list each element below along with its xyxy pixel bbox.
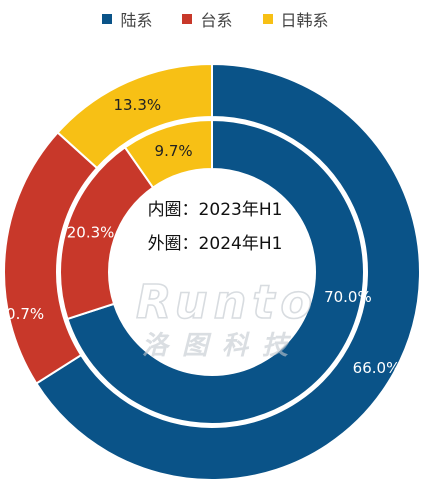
legend-swatch-lu [102,14,113,24]
legend-swatch-tai [182,14,193,24]
center-label-inner: 内圈：2023年H1 [148,200,283,220]
inner-ring-slice-lu [66,118,365,425]
inner-ring-slice-rihan [123,118,213,189]
outer-ring-slice-rihan [56,62,213,170]
outer-ring-label-rihan: 13.3% [113,96,161,114]
legend-label-rihan: 日韩系 [280,11,329,30]
donut-slices [3,62,421,481]
runto-watermark: Runto 洛图科技 [135,274,318,361]
watermark-cjk: 洛图科技 [142,331,302,361]
donut-labels: 70.0% 20.3% 9.7% 66.0% 20.7% 13.3% [0,96,400,377]
legend-item-lu: 陆系 [102,7,152,31]
inner-ring-label-rihan: 9.7% [155,142,193,160]
outer-ring-label-tai: 20.7% [0,305,44,323]
inner-ring-label-tai: 20.3% [67,223,115,241]
legend-swatch-rihan [262,14,273,24]
legend-item-rihan: 日韩系 [262,7,329,31]
legend: 陆系 台系 日韩系 [0,6,431,32]
center-label-outer: 外圈：2024年H1 [148,234,283,254]
legend-label-lu: 陆系 [120,11,153,30]
outer-ring-label-lu: 66.0% [353,359,401,377]
watermark-latin: Runto [136,275,318,329]
legend-label-tai: 台系 [200,11,233,30]
legend-item-tai: 台系 [182,7,233,31]
inner-ring-label-lu: 70.0% [324,288,372,306]
outer-ring-slice-lu [34,62,421,481]
